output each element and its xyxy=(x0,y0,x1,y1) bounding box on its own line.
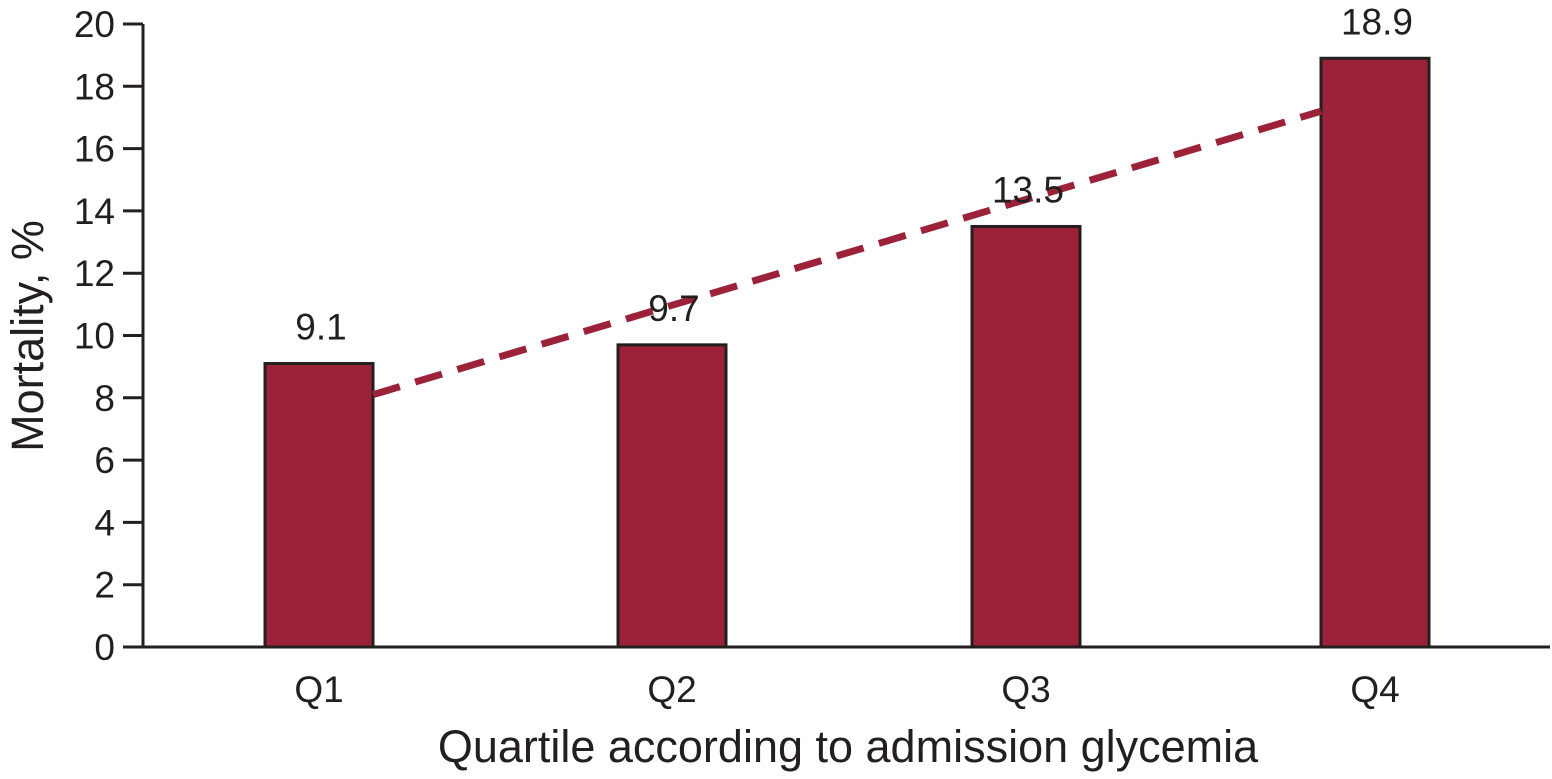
data-label-q2: 9.7 xyxy=(648,288,699,329)
y-tick-label-20: 20 xyxy=(74,4,115,45)
bar-q3 xyxy=(970,224,1082,649)
x-tick-label-q4: Q4 xyxy=(1350,669,1399,710)
y-tick-label-8: 8 xyxy=(94,378,115,419)
x-tick-label-q3: Q3 xyxy=(1001,669,1050,710)
y-axis-title: Mortality, % xyxy=(2,220,53,452)
y-tick-label-16: 16 xyxy=(74,129,115,170)
y-tick-label-6: 6 xyxy=(94,440,115,481)
bar-q2 xyxy=(616,343,728,649)
labels-layer: 0 2 4 6 8 10 12 14 16 18 20 Q1 Q2 Q3 Q4 9.1 9.7 13.5 18.9 xyxy=(74,1,1413,710)
y-tick-label-18: 18 xyxy=(74,66,115,107)
x-axis-title: Quartile according to admission glycemia xyxy=(438,721,1259,772)
y-tick-label-0: 0 xyxy=(94,627,115,668)
data-label-q3: 13.5 xyxy=(992,169,1064,210)
data-label-q4: 18.9 xyxy=(1341,1,1413,42)
y-tick-label-2: 2 xyxy=(94,565,115,606)
trendline-layer xyxy=(371,107,1323,399)
y-tick-label-14: 14 xyxy=(74,191,115,232)
data-label-q1: 9.1 xyxy=(295,307,346,348)
axes-layer xyxy=(123,22,1550,649)
y-tick-label-10: 10 xyxy=(74,316,115,357)
x-tick-label-q2: Q2 xyxy=(647,669,696,710)
bar-q4 xyxy=(1319,56,1431,649)
y-tick-label-12: 12 xyxy=(74,253,115,294)
trendline xyxy=(371,107,1323,399)
bar-q1 xyxy=(263,362,375,649)
y-tick-label-4: 4 xyxy=(94,502,115,543)
bars-layer xyxy=(263,56,1431,649)
x-tick-label-q1: Q1 xyxy=(294,669,343,710)
